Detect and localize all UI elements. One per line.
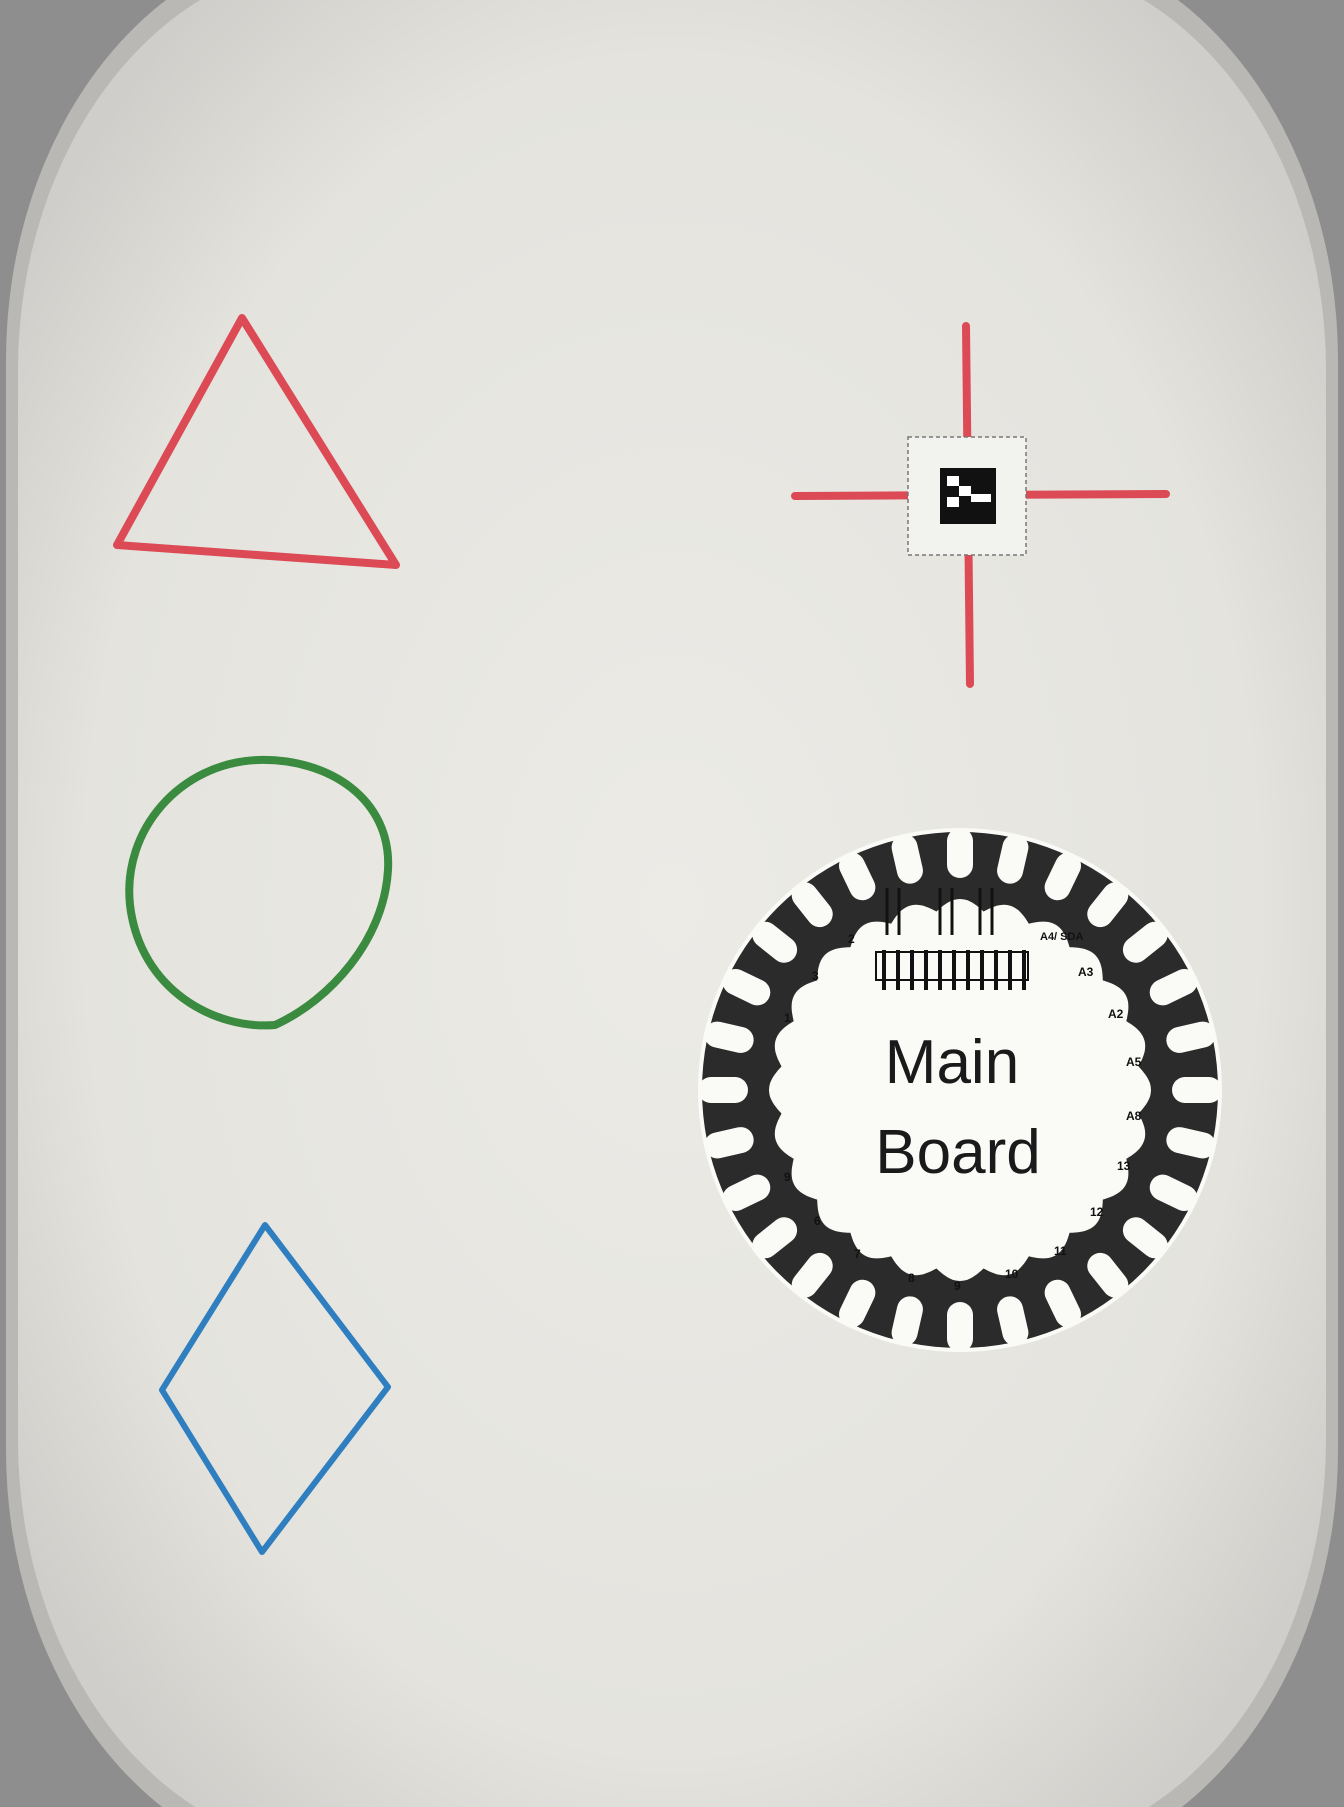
board-pad — [891, 1296, 923, 1346]
pin-label: A4/ SDA — [1040, 931, 1083, 943]
board-pad — [1166, 1021, 1216, 1053]
pin-label: 9 — [784, 1170, 791, 1184]
board-pad — [1087, 882, 1129, 928]
pin-label: 9 — [954, 1279, 961, 1293]
pin-label: 6 — [814, 1214, 821, 1228]
pin-label: 1 — [784, 1011, 791, 1025]
pin-label: 13 — [1117, 1159, 1131, 1173]
board-pad — [1122, 921, 1168, 963]
board-pad — [704, 1127, 754, 1159]
board-pad — [722, 968, 771, 1006]
board-pad — [791, 1252, 833, 1298]
board-pad — [791, 882, 833, 928]
board-center — [769, 899, 1151, 1281]
pin-label: A5 — [1126, 1055, 1142, 1069]
board-pad — [1122, 1217, 1168, 1259]
board-pad — [947, 1302, 973, 1352]
board-pad — [704, 1021, 754, 1053]
pin-label: 10 — [1005, 1267, 1019, 1281]
triangle-stitch — [113, 314, 400, 569]
board-pad — [891, 834, 923, 884]
pin-label: A2 — [1108, 1007, 1124, 1021]
pin-label: A3 — [1078, 965, 1094, 979]
board-pad — [1149, 1174, 1198, 1212]
main-board-icon: 2 3 1 9 6 7 8 9 10 11 12 13 A8 A5 A2 A3 … — [698, 828, 1222, 1352]
board-pad — [997, 1296, 1029, 1346]
board-pad — [698, 1077, 748, 1103]
board-pad — [1044, 1279, 1082, 1328]
board-pad — [1044, 852, 1082, 901]
board-pad — [838, 1279, 876, 1328]
marker-tag-icon — [907, 436, 1027, 556]
pin-label: 3 — [812, 969, 819, 983]
circle-stitch — [125, 755, 393, 1030]
board-pad — [1087, 1252, 1129, 1298]
pin-label: A8 — [1126, 1109, 1142, 1123]
board-pad — [838, 852, 876, 901]
pin-label: 12 — [1090, 1205, 1104, 1219]
board-pad — [997, 834, 1029, 884]
board-pad — [947, 828, 973, 878]
pin-label: 2 — [848, 932, 855, 946]
diamond-stitch — [159, 1222, 391, 1555]
pin-label: 8 — [908, 1271, 915, 1285]
pin-label: 11 — [1054, 1244, 1067, 1258]
board-pad — [752, 921, 798, 963]
pin-label: 7 — [854, 1247, 861, 1261]
board-connector — [875, 888, 1029, 990]
board-pad — [1172, 1077, 1222, 1103]
board-pad — [752, 1217, 798, 1259]
board-label-line2: Board — [875, 1118, 1040, 1187]
board-pad — [1166, 1127, 1216, 1159]
board-pads — [698, 828, 1222, 1352]
board-pad — [722, 1174, 771, 1212]
board-pad — [1149, 968, 1198, 1006]
board-label-line1: Main — [885, 1028, 1019, 1097]
